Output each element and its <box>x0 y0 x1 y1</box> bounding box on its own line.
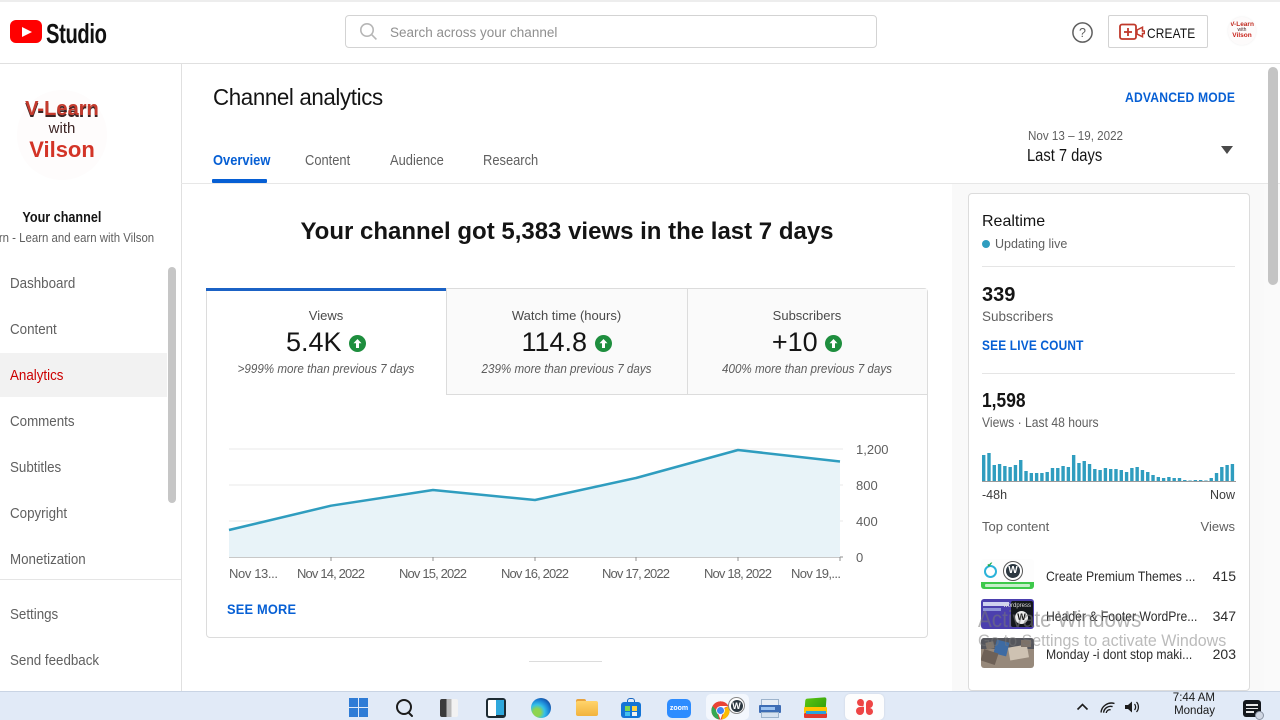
svg-text:1,200: 1,200 <box>856 442 889 457</box>
svg-text:Nov 14, 2022: Nov 14, 2022 <box>297 566 365 581</box>
svg-text:0: 0 <box>856 550 863 565</box>
svg-text:800: 800 <box>856 478 878 493</box>
svg-text:Nov 15, 2022: Nov 15, 2022 <box>399 566 467 581</box>
svg-text:?: ? <box>1079 26 1086 40</box>
svg-text:400: 400 <box>856 514 878 529</box>
svg-text:Nov 13...: Nov 13... <box>229 566 278 581</box>
svg-text:Nov 16, 2022: Nov 16, 2022 <box>501 566 569 581</box>
svg-text:Nov 17, 2022: Nov 17, 2022 <box>602 566 670 581</box>
svg-text:Nov 18, 2022: Nov 18, 2022 <box>704 566 772 581</box>
svg-text:Nov 19,...: Nov 19,... <box>791 566 841 581</box>
